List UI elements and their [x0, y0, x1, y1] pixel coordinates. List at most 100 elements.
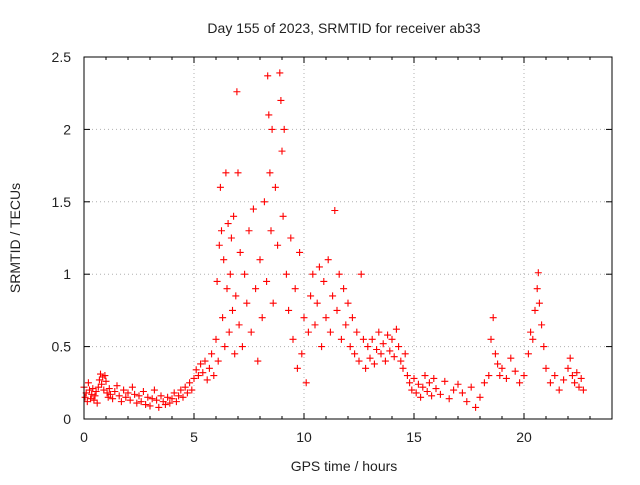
data-point [106, 390, 114, 398]
data-point [373, 345, 381, 353]
data-point [120, 386, 128, 394]
data-point [491, 350, 499, 358]
data-point [205, 364, 213, 372]
x-axis-label: GPS time / hours [291, 458, 398, 474]
x-tick-label: 10 [296, 429, 312, 445]
data-point [357, 270, 365, 278]
data-point [289, 335, 297, 343]
data-point [575, 383, 583, 391]
data-point [348, 314, 356, 322]
data-point [235, 321, 243, 329]
data-point [220, 256, 228, 264]
data-point [95, 376, 103, 384]
data-point [313, 299, 321, 307]
data-point [379, 340, 387, 348]
data-point [274, 241, 282, 249]
data-point [445, 395, 453, 403]
data-point [91, 392, 99, 400]
data-point [266, 169, 274, 177]
chart-title: Day 155 of 2023, SRMTID for receiver ab3… [207, 20, 480, 36]
data-point [208, 350, 216, 358]
data-point [148, 395, 156, 403]
data-point [164, 393, 172, 401]
data-point [311, 321, 319, 329]
data-point [377, 350, 385, 358]
data-point [390, 353, 398, 361]
data-point [201, 357, 209, 365]
data-point [83, 398, 91, 406]
data-point [534, 269, 542, 277]
data-point [124, 389, 132, 397]
data-points [80, 69, 587, 411]
x-tick-label: 20 [516, 429, 532, 445]
data-point [421, 372, 429, 380]
y-tick-label: 2.5 [52, 49, 72, 65]
data-point [566, 354, 574, 362]
data-point [249, 205, 257, 213]
data-point [489, 314, 497, 322]
data-point [88, 390, 96, 398]
data-point [485, 372, 493, 380]
data-point [279, 212, 287, 220]
data-point [179, 393, 187, 401]
data-point [564, 364, 572, 372]
data-point [131, 390, 139, 398]
data-point [285, 306, 293, 314]
data-point [93, 399, 101, 407]
data-point [126, 396, 134, 404]
data-point [381, 357, 389, 365]
data-point [412, 389, 420, 397]
data-point [94, 383, 102, 391]
data-point [430, 374, 438, 382]
data-point [81, 393, 89, 401]
data-point [454, 380, 462, 388]
data-point [254, 357, 262, 365]
data-point [233, 88, 241, 96]
data-point [175, 392, 183, 400]
data-point [219, 314, 227, 322]
data-point [287, 234, 295, 242]
data-point [342, 321, 350, 329]
data-point [264, 72, 272, 80]
data-point [102, 377, 110, 385]
data-point [399, 364, 407, 372]
data-point [333, 306, 341, 314]
y-tick-label: 0.5 [52, 339, 72, 355]
data-point [100, 386, 108, 394]
data-point [370, 360, 378, 368]
data-point [223, 285, 231, 293]
data-point [271, 183, 279, 191]
data-point [252, 285, 260, 293]
data-point [410, 374, 418, 382]
data-point [527, 328, 535, 336]
data-point [238, 343, 246, 351]
data-point [135, 392, 143, 400]
data-point [203, 376, 211, 384]
data-point [335, 270, 343, 278]
data-point [555, 386, 563, 394]
data-point [142, 401, 150, 409]
data-point [280, 125, 288, 133]
data-point [403, 372, 411, 380]
data-point [384, 331, 392, 339]
data-point [463, 398, 471, 406]
y-axis-label: SRMTID / TECUs [7, 183, 23, 293]
data-point [230, 212, 238, 220]
data-point [329, 292, 337, 300]
data-point [298, 350, 306, 358]
data-point [186, 379, 194, 387]
data-point [265, 111, 273, 119]
data-point [115, 392, 123, 400]
axis-ticks [83, 56, 613, 420]
data-point [192, 366, 200, 374]
data-point [155, 403, 163, 411]
data-point [502, 374, 510, 382]
data-point [133, 399, 141, 407]
data-point [480, 379, 488, 387]
data-point [326, 328, 334, 336]
data-point [324, 256, 332, 264]
data-point [90, 396, 98, 404]
data-point [139, 387, 147, 395]
data-point [144, 393, 152, 401]
